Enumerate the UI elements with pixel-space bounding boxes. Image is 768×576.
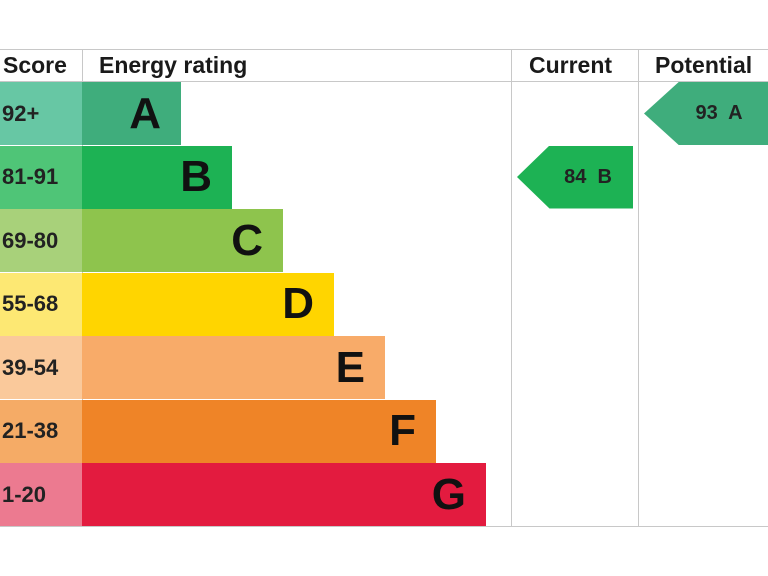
rating-bar-a: A [82,82,181,145]
rating-bar-g: G [82,463,486,526]
score-cell-b: 81-91 [0,145,82,209]
rating-bar-b: B [82,145,232,209]
rating-bar-e: E [82,336,385,399]
score-cell-d: 55-68 [0,272,82,336]
score-cell-c: 69-80 [0,209,82,272]
score-cell-g: 1-20 [0,463,82,526]
potential-header: Potential [655,52,753,78]
current-rating-arrow: 84 B [517,145,633,209]
rating-bar-c: C [82,209,283,272]
divider-current [511,49,512,526]
rating-bar-f: F [82,399,436,463]
potential-rating-arrow: 93 A [644,82,768,145]
score-header: Score [3,52,67,78]
top-border [0,49,768,50]
bottom-border [0,526,768,527]
divider-potential [638,49,639,526]
score-cell-f: 21-38 [0,399,82,463]
score-cell-a: 92+ [0,82,82,145]
rating-bar-d: D [82,272,334,336]
current-header: Current [529,52,613,78]
energy-rating-header: Energy rating [99,52,248,78]
score-cell-e: 39-54 [0,336,82,399]
header-divider [0,81,768,82]
